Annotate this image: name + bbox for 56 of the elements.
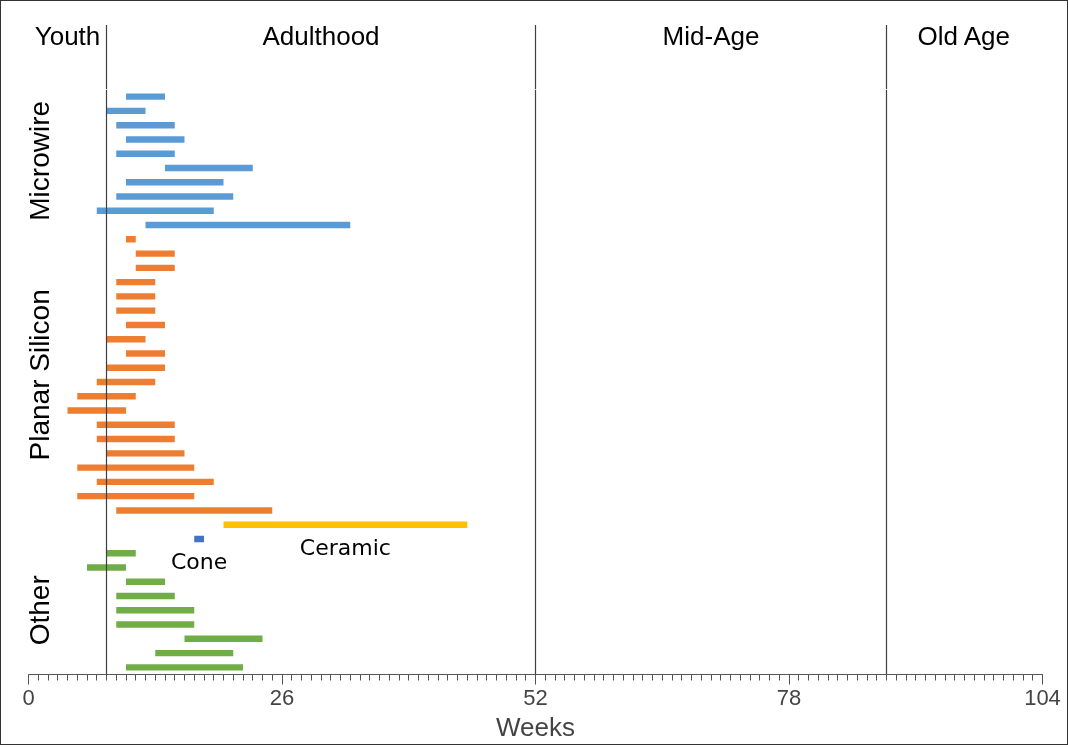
text: Mid-Age — [662, 21, 760, 52]
bar — [67, 407, 126, 414]
bar — [96, 421, 175, 429]
bar — [87, 564, 126, 571]
x-tick-label: 78 — [776, 684, 802, 710]
bar — [116, 592, 175, 600]
x-tick-label: 52 — [523, 684, 548, 710]
bar — [116, 150, 175, 157]
bar — [126, 350, 165, 357]
bar — [116, 293, 156, 300]
bar — [96, 478, 214, 486]
x-tick-label: 104 — [1024, 684, 1061, 710]
bar — [77, 393, 136, 400]
bar — [126, 321, 165, 329]
bar — [106, 450, 185, 457]
bar — [126, 179, 224, 186]
bar — [106, 335, 146, 343]
bar — [126, 93, 165, 100]
bar — [106, 107, 146, 115]
bar — [77, 492, 195, 500]
text: Other — [23, 575, 55, 646]
text: Old Age — [917, 21, 1011, 52]
series-label: Cone — [170, 549, 228, 575]
bar — [165, 164, 253, 172]
text: Planar Silicon — [23, 289, 55, 461]
bar — [194, 535, 204, 543]
bar — [96, 435, 175, 443]
bar — [116, 621, 195, 628]
x-tick-label: 26 — [269, 684, 295, 710]
x-axis-title: Weeks — [496, 711, 575, 742]
text: Adulthood — [262, 21, 380, 52]
bar — [145, 221, 351, 229]
bar — [116, 307, 156, 314]
bar — [126, 664, 243, 671]
bar — [106, 364, 165, 371]
bar — [126, 136, 185, 143]
bar — [77, 464, 195, 471]
bar — [116, 121, 175, 129]
bar — [155, 649, 234, 657]
bar — [116, 507, 273, 514]
bar — [126, 578, 165, 585]
bar — [96, 378, 156, 386]
bar — [106, 550, 136, 557]
bar — [135, 264, 175, 272]
bar — [223, 521, 468, 528]
text: Microwire — [23, 100, 55, 221]
bar — [116, 193, 234, 200]
bar — [184, 635, 263, 643]
series-label: Ceramic — [299, 535, 391, 561]
bar — [116, 278, 156, 286]
x-tick-label: 0 — [22, 684, 35, 710]
bar — [96, 207, 214, 214]
text: Youth — [34, 21, 101, 52]
bar — [135, 250, 175, 257]
bar — [116, 607, 195, 614]
bar — [126, 236, 136, 243]
